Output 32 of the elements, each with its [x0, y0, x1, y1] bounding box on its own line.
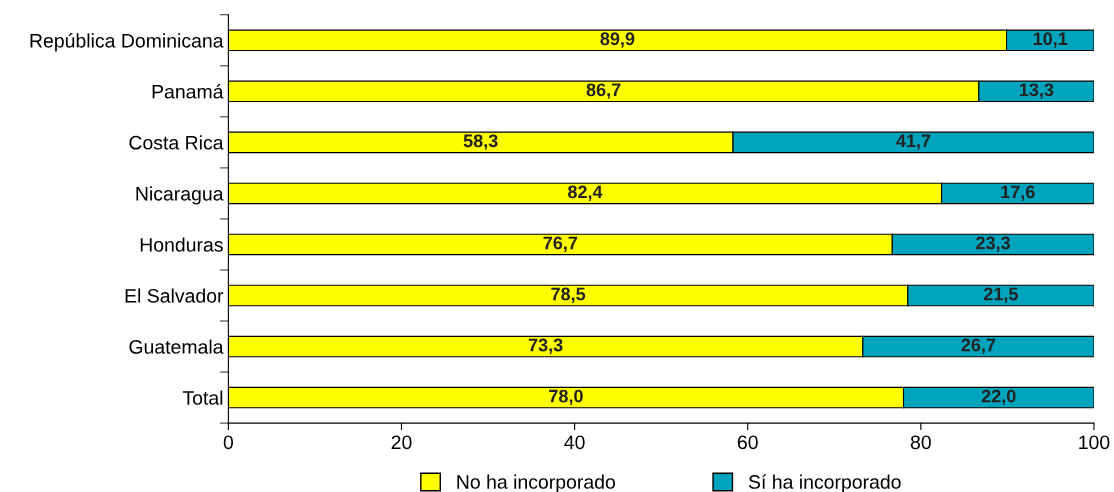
x-tick-label: 100 — [1079, 435, 1110, 450]
data-label: 22,0 — [981, 389, 1016, 406]
data-label: 76,7 — [543, 236, 578, 252]
data-label: 41,7 — [896, 134, 931, 150]
data-label: 58,3 — [463, 134, 498, 150]
legend-label: Sí ha incorporado — [748, 474, 901, 492]
y-tick-label: Guatemala — [129, 339, 224, 354]
data-label: 10,1 — [1033, 32, 1068, 48]
x-tick-label: 80 — [910, 435, 931, 450]
data-label: 73,3 — [528, 338, 563, 355]
y-tick-label: República Dominicana — [30, 33, 224, 52]
y-tick-label: Panamá — [152, 84, 224, 99]
data-label: 89,9 — [600, 32, 635, 48]
data-label: 82,4 — [567, 185, 603, 201]
y-tick-label: El Salvador — [125, 288, 224, 303]
y-tick-label: Costa Rica — [129, 135, 224, 150]
x-tick-label: 60 — [737, 435, 758, 450]
data-label: 23,3 — [976, 236, 1011, 252]
data-label: 78,0 — [549, 389, 583, 406]
data-label: 26,7 — [961, 338, 996, 355]
x-tick-label: 40 — [564, 435, 585, 450]
data-label: 78,5 — [551, 287, 586, 303]
data-label: 21,5 — [983, 287, 1018, 303]
y-tick-label: Honduras — [140, 237, 223, 252]
legend-label: No ha incorporado — [457, 474, 615, 492]
x-tick-label: 20 — [391, 435, 412, 450]
y-tick-label: Total — [182, 390, 223, 405]
data-label: 86,7 — [586, 83, 621, 99]
data-label: 13,3 — [1019, 83, 1054, 99]
data-label: 17,6 — [1001, 185, 1035, 201]
y-tick-label: Nicaragua — [136, 186, 224, 205]
x-tick-label: 0 — [223, 435, 234, 450]
